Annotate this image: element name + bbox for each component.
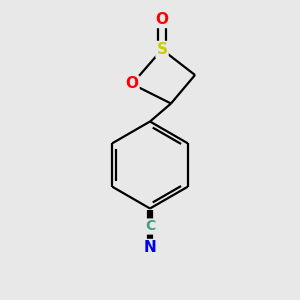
Text: S: S xyxy=(157,42,167,57)
Text: O: O xyxy=(125,76,139,92)
Text: O: O xyxy=(155,12,169,27)
Text: N: N xyxy=(144,240,156,255)
Text: C: C xyxy=(145,220,155,233)
